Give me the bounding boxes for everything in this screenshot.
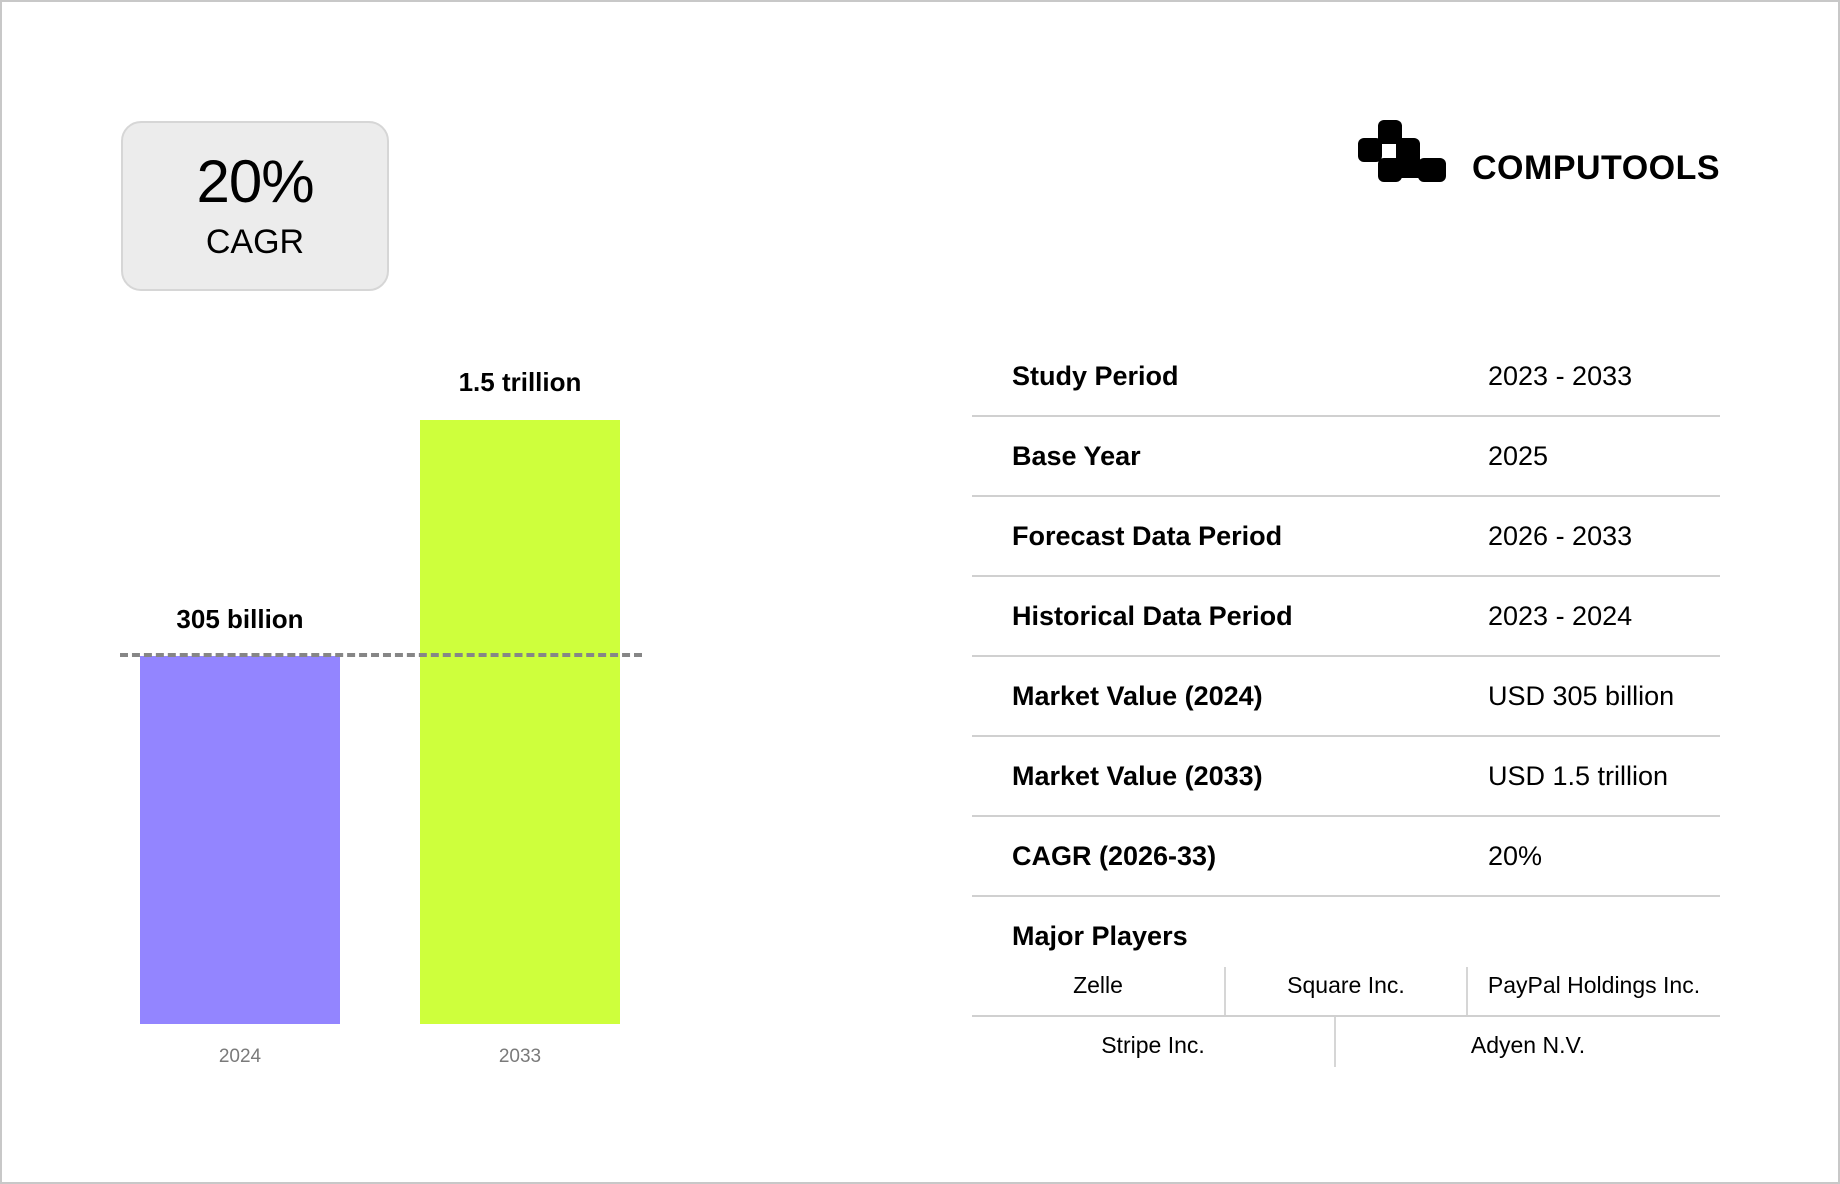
row-value: USD 1.5 trillion <box>1488 761 1669 791</box>
major-players-row-2: Stripe Inc. Adyen N.V. <box>972 1017 1720 1067</box>
row-label: Market Value (2033) <box>1012 761 1263 791</box>
player-cell: Adyen N.V. <box>1470 1032 1586 1058</box>
row-label: Study Period <box>1012 361 1179 391</box>
market-summary-table: Study Period 2023 - 2033 Base Year 2025 … <box>972 337 1720 1067</box>
bar-label-2033: 1.5 trillion <box>458 367 582 397</box>
computools-logo-icon <box>1358 120 1446 182</box>
player-cell: Square Inc. <box>1226 967 1468 1015</box>
brand-logo: COMPUTOOLS <box>1356 118 1720 192</box>
table-row: Market Value (2033) USD 1.5 trillion <box>972 737 1720 817</box>
cagr-label: CAGR <box>205 223 305 261</box>
table-row: Base Year 2025 <box>972 417 1720 497</box>
table-row: Forecast Data Period 2026 - 2033 <box>972 497 1720 577</box>
cagr-badge: 20% CAGR <box>121 121 389 291</box>
table-row: Study Period 2023 - 2033 <box>972 337 1720 417</box>
row-value: 2025 <box>1488 441 1549 471</box>
row-value: USD 305 billion <box>1488 681 1675 711</box>
row-label: CAGR (2026-33) <box>1012 841 1217 871</box>
row-value: 20% <box>1488 841 1543 871</box>
table-row: Historical Data Period 2023 - 2024 <box>972 577 1720 657</box>
player-cell: Zelle <box>972 967 1226 1015</box>
major-players-heading: Major Players <box>972 897 1720 967</box>
table-row: Market Value (2024) USD 305 billion <box>972 657 1720 737</box>
market-bar-chart: 305 billion 1.5 trillion 2024 2033 <box>0 0 800 1184</box>
row-label: Forecast Data Period <box>1012 521 1283 551</box>
player-cell: PayPal Holdings Inc. <box>1487 972 1701 998</box>
cagr-value: 20% <box>196 148 314 215</box>
x-tick-2024: 2024 <box>218 1046 262 1067</box>
row-value: 2026 - 2033 <box>1488 521 1633 551</box>
x-tick-2033: 2033 <box>498 1046 542 1067</box>
bar-label-2024: 305 billion <box>176 604 304 634</box>
bar-2024 <box>140 656 340 1024</box>
bar-2033 <box>420 420 620 1024</box>
reference-dashed-line <box>120 653 642 657</box>
row-value: 2023 - 2024 <box>1488 601 1633 631</box>
row-label: Market Value (2024) <box>1012 681 1263 711</box>
brand-name: COMPUTOOLS <box>1472 148 1721 187</box>
major-players-row-1: Zelle Square Inc. PayPal Holdings Inc. <box>972 967 1720 1017</box>
table-row: CAGR (2026-33) 20% <box>972 817 1720 897</box>
player-cell: Stripe Inc. <box>972 1017 1336 1067</box>
row-label: Historical Data Period <box>1012 601 1293 631</box>
row-label: Base Year <box>1012 441 1141 471</box>
row-value: 2023 - 2033 <box>1488 361 1633 391</box>
major-players-label: Major Players <box>1012 921 1188 951</box>
